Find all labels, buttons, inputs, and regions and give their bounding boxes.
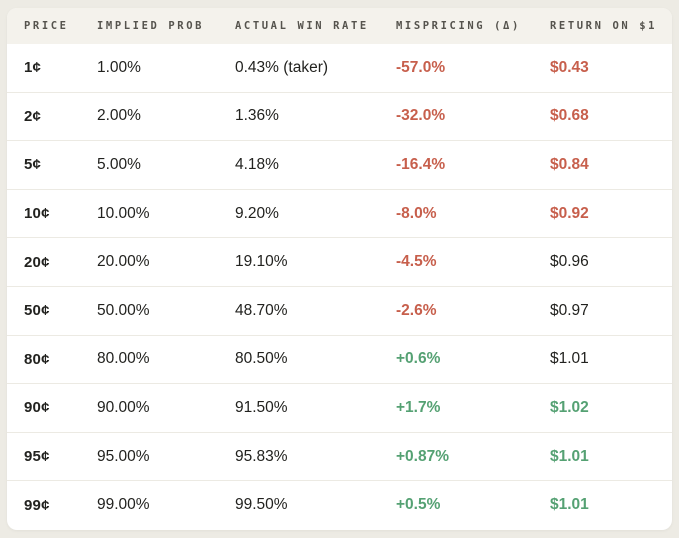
implied-prob-cell: 10.00% bbox=[97, 188, 235, 238]
table-body: 1¢ 1.00% 0.43% (taker) -57.0% $0.43 2¢ 2.00% 1.… bbox=[7, 44, 672, 529]
return-cell: $0.84 bbox=[550, 140, 672, 190]
price-cell: 80¢ bbox=[7, 334, 97, 384]
return-cell: $0.96 bbox=[550, 237, 672, 287]
implied-prob-cell: 5.00% bbox=[97, 140, 235, 190]
mispricing-cell: +0.5% bbox=[396, 480, 550, 529]
actual-win-rate-cell: 4.18% bbox=[235, 140, 396, 190]
actual-win-rate-cell: 91.50% bbox=[235, 383, 396, 433]
price-cell: 5¢ bbox=[7, 140, 97, 190]
table-header: PRICE IMPLIED PROB ACTUAL WIN RATE MISPR… bbox=[7, 8, 672, 44]
table-row: 99¢ 99.00% 99.50% +0.5% $1.01 bbox=[7, 480, 672, 529]
return-cell: $0.43 bbox=[550, 58, 589, 76]
header-row: PRICE IMPLIED PROB ACTUAL WIN RATE MISPR… bbox=[7, 8, 672, 44]
actual-win-rate-cell: 19.10% bbox=[235, 237, 396, 287]
mispricing-cell: -32.0% bbox=[396, 91, 550, 141]
actual-win-rate-cell: 1.36% bbox=[235, 91, 396, 141]
actual-win-rate-cell: 99.50% bbox=[235, 480, 396, 529]
actual-win-rate-cell: 9.20% bbox=[235, 188, 396, 238]
price-cell: 10¢ bbox=[7, 188, 97, 238]
implied-prob-cell: 90.00% bbox=[97, 383, 235, 433]
return-cell: $0.68 bbox=[550, 91, 672, 141]
column-header-implied-prob: IMPLIED PROB bbox=[97, 8, 235, 44]
implied-prob-cell: 1.00% bbox=[97, 58, 141, 76]
price-cell: 2¢ bbox=[7, 91, 97, 141]
price-cell: 50¢ bbox=[7, 285, 97, 336]
column-header-mispricing: MISPRICING (Δ) bbox=[396, 8, 550, 44]
column-header-return-on-1: RETURN ON $1 bbox=[550, 8, 672, 44]
table-row: 20¢ 20.00% 19.10% -4.5% $0.96 bbox=[7, 237, 672, 287]
implied-prob-cell: 95.00% bbox=[97, 431, 235, 481]
table-row: 50¢ 50.00% 48.70% -2.6% $0.97 bbox=[7, 285, 672, 336]
price-cell: 99¢ bbox=[7, 480, 97, 529]
return-cell: $1.01 bbox=[550, 431, 672, 481]
table-row: 90¢ 90.00% 91.50% +1.7% $1.02 bbox=[7, 383, 672, 433]
pricing-table-card: PRICE IMPLIED PROB ACTUAL WIN RATE MISPR… bbox=[7, 8, 672, 530]
mispricing-cell: +0.87% bbox=[396, 431, 550, 481]
implied-prob-cell: 99.00% bbox=[97, 480, 235, 529]
implied-prob-cell: 2.00% bbox=[97, 91, 235, 141]
mispricing-cell: -2.6% bbox=[396, 285, 550, 336]
price-cell: 1¢ bbox=[24, 59, 42, 77]
mispricing-cell: -16.4% bbox=[396, 140, 550, 190]
implied-prob-cell: 20.00% bbox=[97, 237, 235, 287]
table-row: 10¢ 10.00% 9.20% -8.0% $0.92 bbox=[7, 188, 672, 238]
actual-win-rate-cell: 95.83% bbox=[235, 431, 396, 481]
implied-prob-cell: 80.00% bbox=[97, 334, 235, 384]
table-row: 2¢ 2.00% 1.36% -32.0% $0.68 bbox=[7, 91, 672, 141]
return-cell: $0.92 bbox=[550, 188, 672, 238]
mispricing-cell: -57.0% bbox=[396, 58, 446, 76]
implied-prob-cell: 50.00% bbox=[97, 285, 235, 336]
mispricing-cell: -8.0% bbox=[396, 188, 550, 238]
mispricing-cell: -4.5% bbox=[396, 237, 550, 287]
column-header-actual-win-rate: ACTUAL WIN RATE bbox=[235, 8, 396, 44]
actual-win-rate-cell: 80.50% bbox=[235, 334, 396, 384]
table-row: 5¢ 5.00% 4.18% -16.4% $0.84 bbox=[7, 140, 672, 190]
mispricing-cell: +0.6% bbox=[396, 334, 550, 384]
price-cell: 20¢ bbox=[7, 237, 97, 287]
actual-win-rate-cell: 0.43% (taker) bbox=[235, 58, 329, 76]
actual-win-rate-cell: 48.70% bbox=[235, 285, 396, 336]
table-row: 1¢ 1.00% 0.43% (taker) -57.0% $0.43 bbox=[7, 44, 672, 92]
mispricing-table: PRICE IMPLIED PROB ACTUAL WIN RATE MISPR… bbox=[7, 8, 672, 529]
price-cell: 90¢ bbox=[7, 383, 97, 433]
table-row: 80¢ 80.00% 80.50% +0.6% $1.01 bbox=[7, 334, 672, 384]
return-cell: $1.02 bbox=[550, 383, 672, 433]
table-row: 95¢ 95.00% 95.83% +0.87% $1.01 bbox=[7, 431, 672, 481]
price-cell: 95¢ bbox=[7, 431, 97, 481]
return-cell: $1.01 bbox=[550, 480, 672, 529]
column-header-price: PRICE bbox=[7, 8, 97, 44]
mispricing-cell: +1.7% bbox=[396, 383, 550, 433]
return-cell: $1.01 bbox=[550, 334, 672, 384]
return-cell: $0.97 bbox=[550, 285, 672, 336]
